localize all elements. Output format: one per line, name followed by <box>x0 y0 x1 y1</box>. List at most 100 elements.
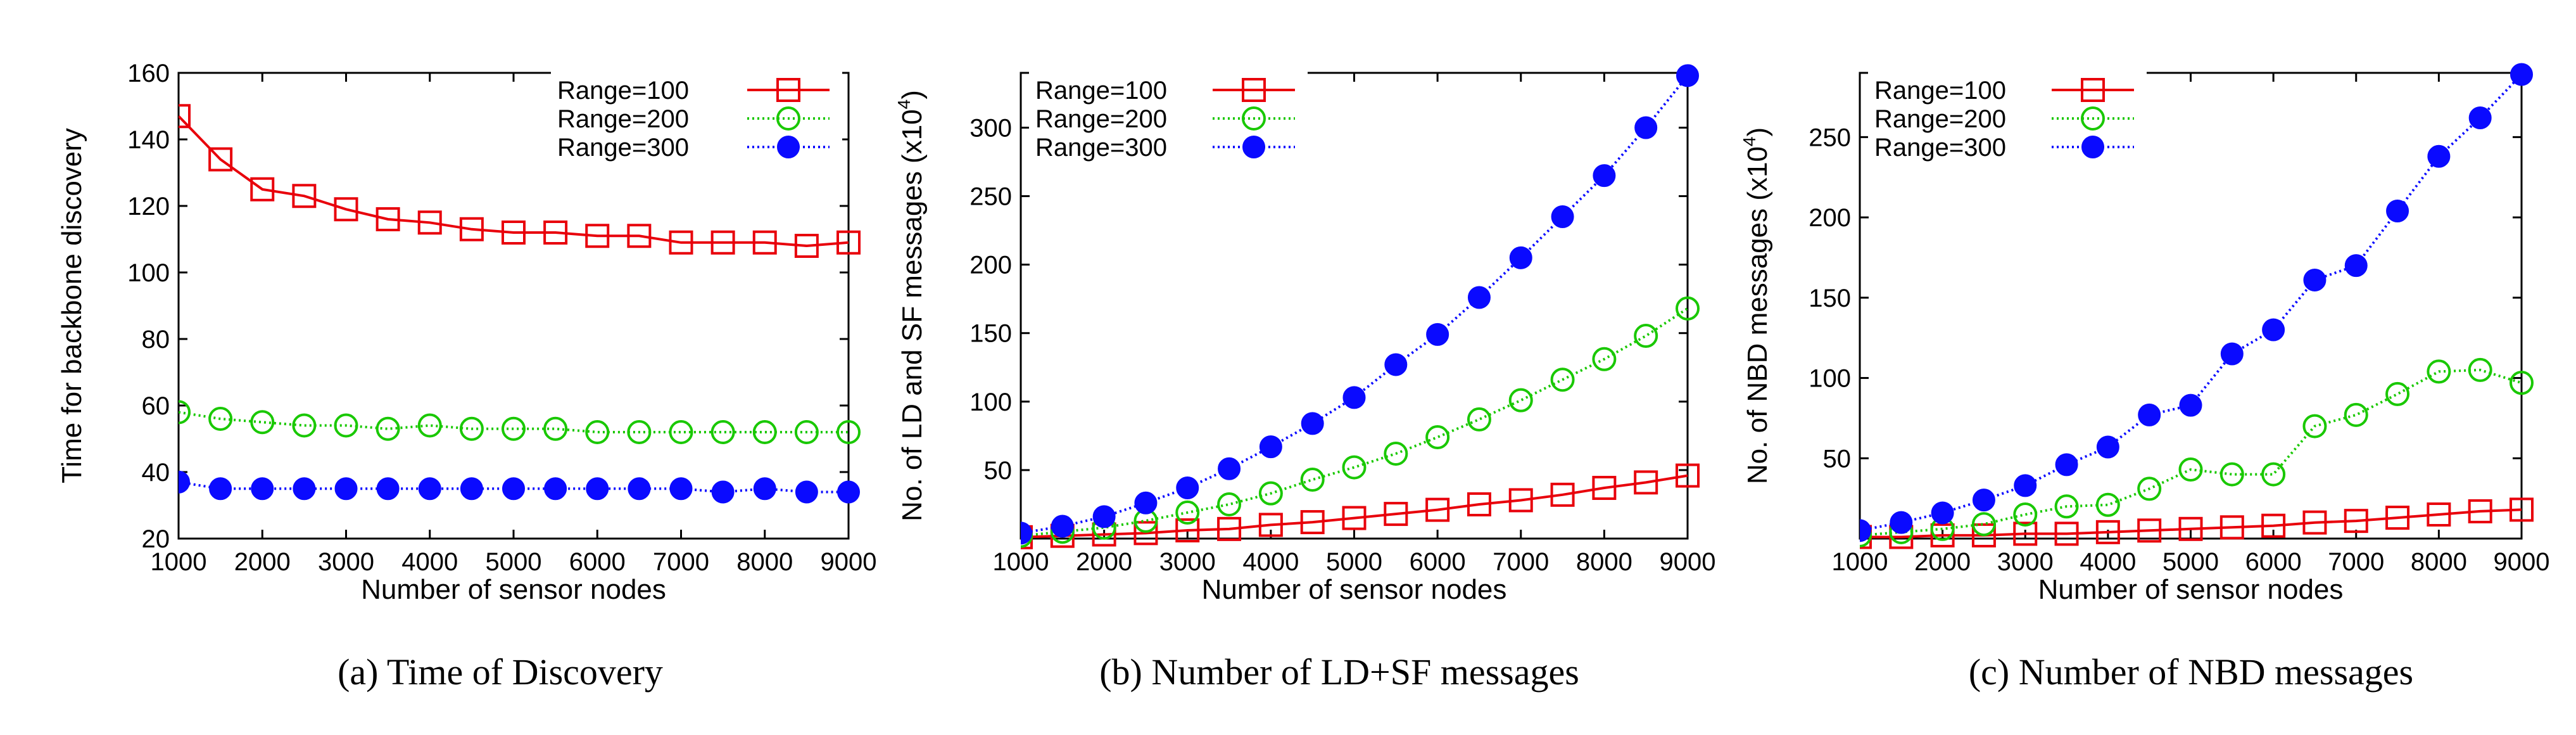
y-axis-label-text: No. of NBD messages (x10 <box>1742 146 1773 484</box>
data-point <box>1508 488 1533 513</box>
data-point <box>2013 502 2038 527</box>
data-point <box>2427 144 2451 168</box>
x-axis-label: Number of sensor nodes <box>2038 574 2344 605</box>
data-point <box>1342 506 1367 530</box>
data-point <box>1467 286 1491 309</box>
data-point <box>179 104 191 129</box>
data-point <box>459 217 484 241</box>
legend-label: Range=200 <box>1035 105 1167 133</box>
data-point <box>1972 489 1995 512</box>
legend-label: Range=300 <box>1874 134 2006 162</box>
x-tick-label: 6000 <box>569 548 626 576</box>
series-line <box>1021 474 1688 539</box>
x-tick-label: 5000 <box>486 548 542 576</box>
data-point <box>1342 455 1367 480</box>
data-point <box>418 477 441 501</box>
y-tick-label: 120 <box>127 193 170 220</box>
data-point <box>585 420 610 444</box>
data-point <box>2510 497 2534 522</box>
series-range-200 <box>1021 296 1700 548</box>
data-point <box>1467 492 1491 516</box>
x-tick-label: 8000 <box>1576 548 1632 576</box>
series-line <box>1860 368 2522 537</box>
data-point <box>627 420 652 444</box>
data-point <box>502 220 526 245</box>
x-tick-label: 4000 <box>1242 548 1299 576</box>
series-line <box>179 411 849 433</box>
data-point <box>208 147 233 172</box>
y-axis-label-exponent: 4 <box>1739 136 1759 146</box>
y-tick-label: 250 <box>1809 124 1851 151</box>
x-tick-label: 1000 <box>993 548 1049 576</box>
x-tick-label: 3000 <box>1997 548 2054 576</box>
y-tick-label: 50 <box>1823 445 1852 473</box>
series-line <box>1021 307 1689 537</box>
data-point <box>837 230 861 255</box>
data-point <box>251 477 274 501</box>
data-point <box>1676 296 1700 321</box>
data-point <box>1425 497 1450 522</box>
data-point <box>1175 518 1200 543</box>
data-point <box>586 477 609 501</box>
data-point <box>628 477 651 501</box>
data-point <box>1021 521 1032 545</box>
y-axis-label-close: ) <box>1742 127 1773 137</box>
y-tick-label: 150 <box>969 320 1012 348</box>
y-tick-label: 160 <box>127 60 170 87</box>
y-tick-label: 250 <box>969 183 1012 211</box>
data-point <box>1467 407 1491 431</box>
data-point <box>585 224 610 248</box>
data-point <box>1508 388 1533 412</box>
series-range-300 <box>1860 63 2533 542</box>
data-point <box>837 420 861 444</box>
series-range-100 <box>179 104 861 258</box>
data-point <box>1051 514 1074 538</box>
y-tick-label: 100 <box>127 259 170 287</box>
legend-label: Range=100 <box>1035 77 1167 105</box>
legend-label: Range=100 <box>557 77 689 105</box>
data-point <box>2095 520 2120 544</box>
data-point <box>376 416 400 441</box>
data-point <box>2096 435 2119 459</box>
legend-marker <box>2081 106 2105 131</box>
data-point <box>710 230 735 255</box>
legend-marker <box>776 78 800 102</box>
data-point <box>1931 501 1954 525</box>
y-axis-label: Time for backbone discovery <box>56 128 87 483</box>
data-point <box>1426 323 1449 346</box>
data-point <box>2427 502 2451 527</box>
legend-label: Range=300 <box>557 134 689 162</box>
x-tick-label: 4000 <box>2080 548 2136 576</box>
data-point <box>2302 414 2327 438</box>
data-point <box>2219 462 2244 487</box>
x-tick-label: 2000 <box>1914 548 1971 576</box>
legend-label: Range=100 <box>1874 77 2006 105</box>
x-tick-label: 3000 <box>1159 548 1216 576</box>
data-point <box>1634 116 1658 139</box>
x-tick-label: 7000 <box>653 548 709 576</box>
data-point <box>1217 516 1242 541</box>
series-line <box>179 115 849 248</box>
data-point <box>293 477 316 501</box>
data-point <box>1258 513 1283 537</box>
data-point <box>2510 63 2533 86</box>
data-point <box>417 413 442 438</box>
data-point <box>376 207 400 231</box>
series-range-300 <box>179 470 860 504</box>
data-point <box>1593 164 1616 188</box>
series-range-300 <box>1021 64 1699 545</box>
data-point <box>2178 516 2203 541</box>
data-point <box>669 477 693 501</box>
data-point <box>209 477 232 501</box>
legend-marker <box>1242 78 1266 102</box>
legend-label: Range=300 <box>1035 134 1167 162</box>
y-tick-label: 20 <box>142 525 170 553</box>
data-point <box>2261 513 2286 538</box>
data-point <box>2303 268 2327 291</box>
data-point <box>753 477 776 501</box>
x-axis-label: Number of sensor nodes <box>1202 574 1507 605</box>
x-tick-label: 2000 <box>234 548 291 576</box>
data-point <box>710 420 735 444</box>
data-point <box>1550 368 1575 392</box>
data-point <box>2261 462 2286 487</box>
